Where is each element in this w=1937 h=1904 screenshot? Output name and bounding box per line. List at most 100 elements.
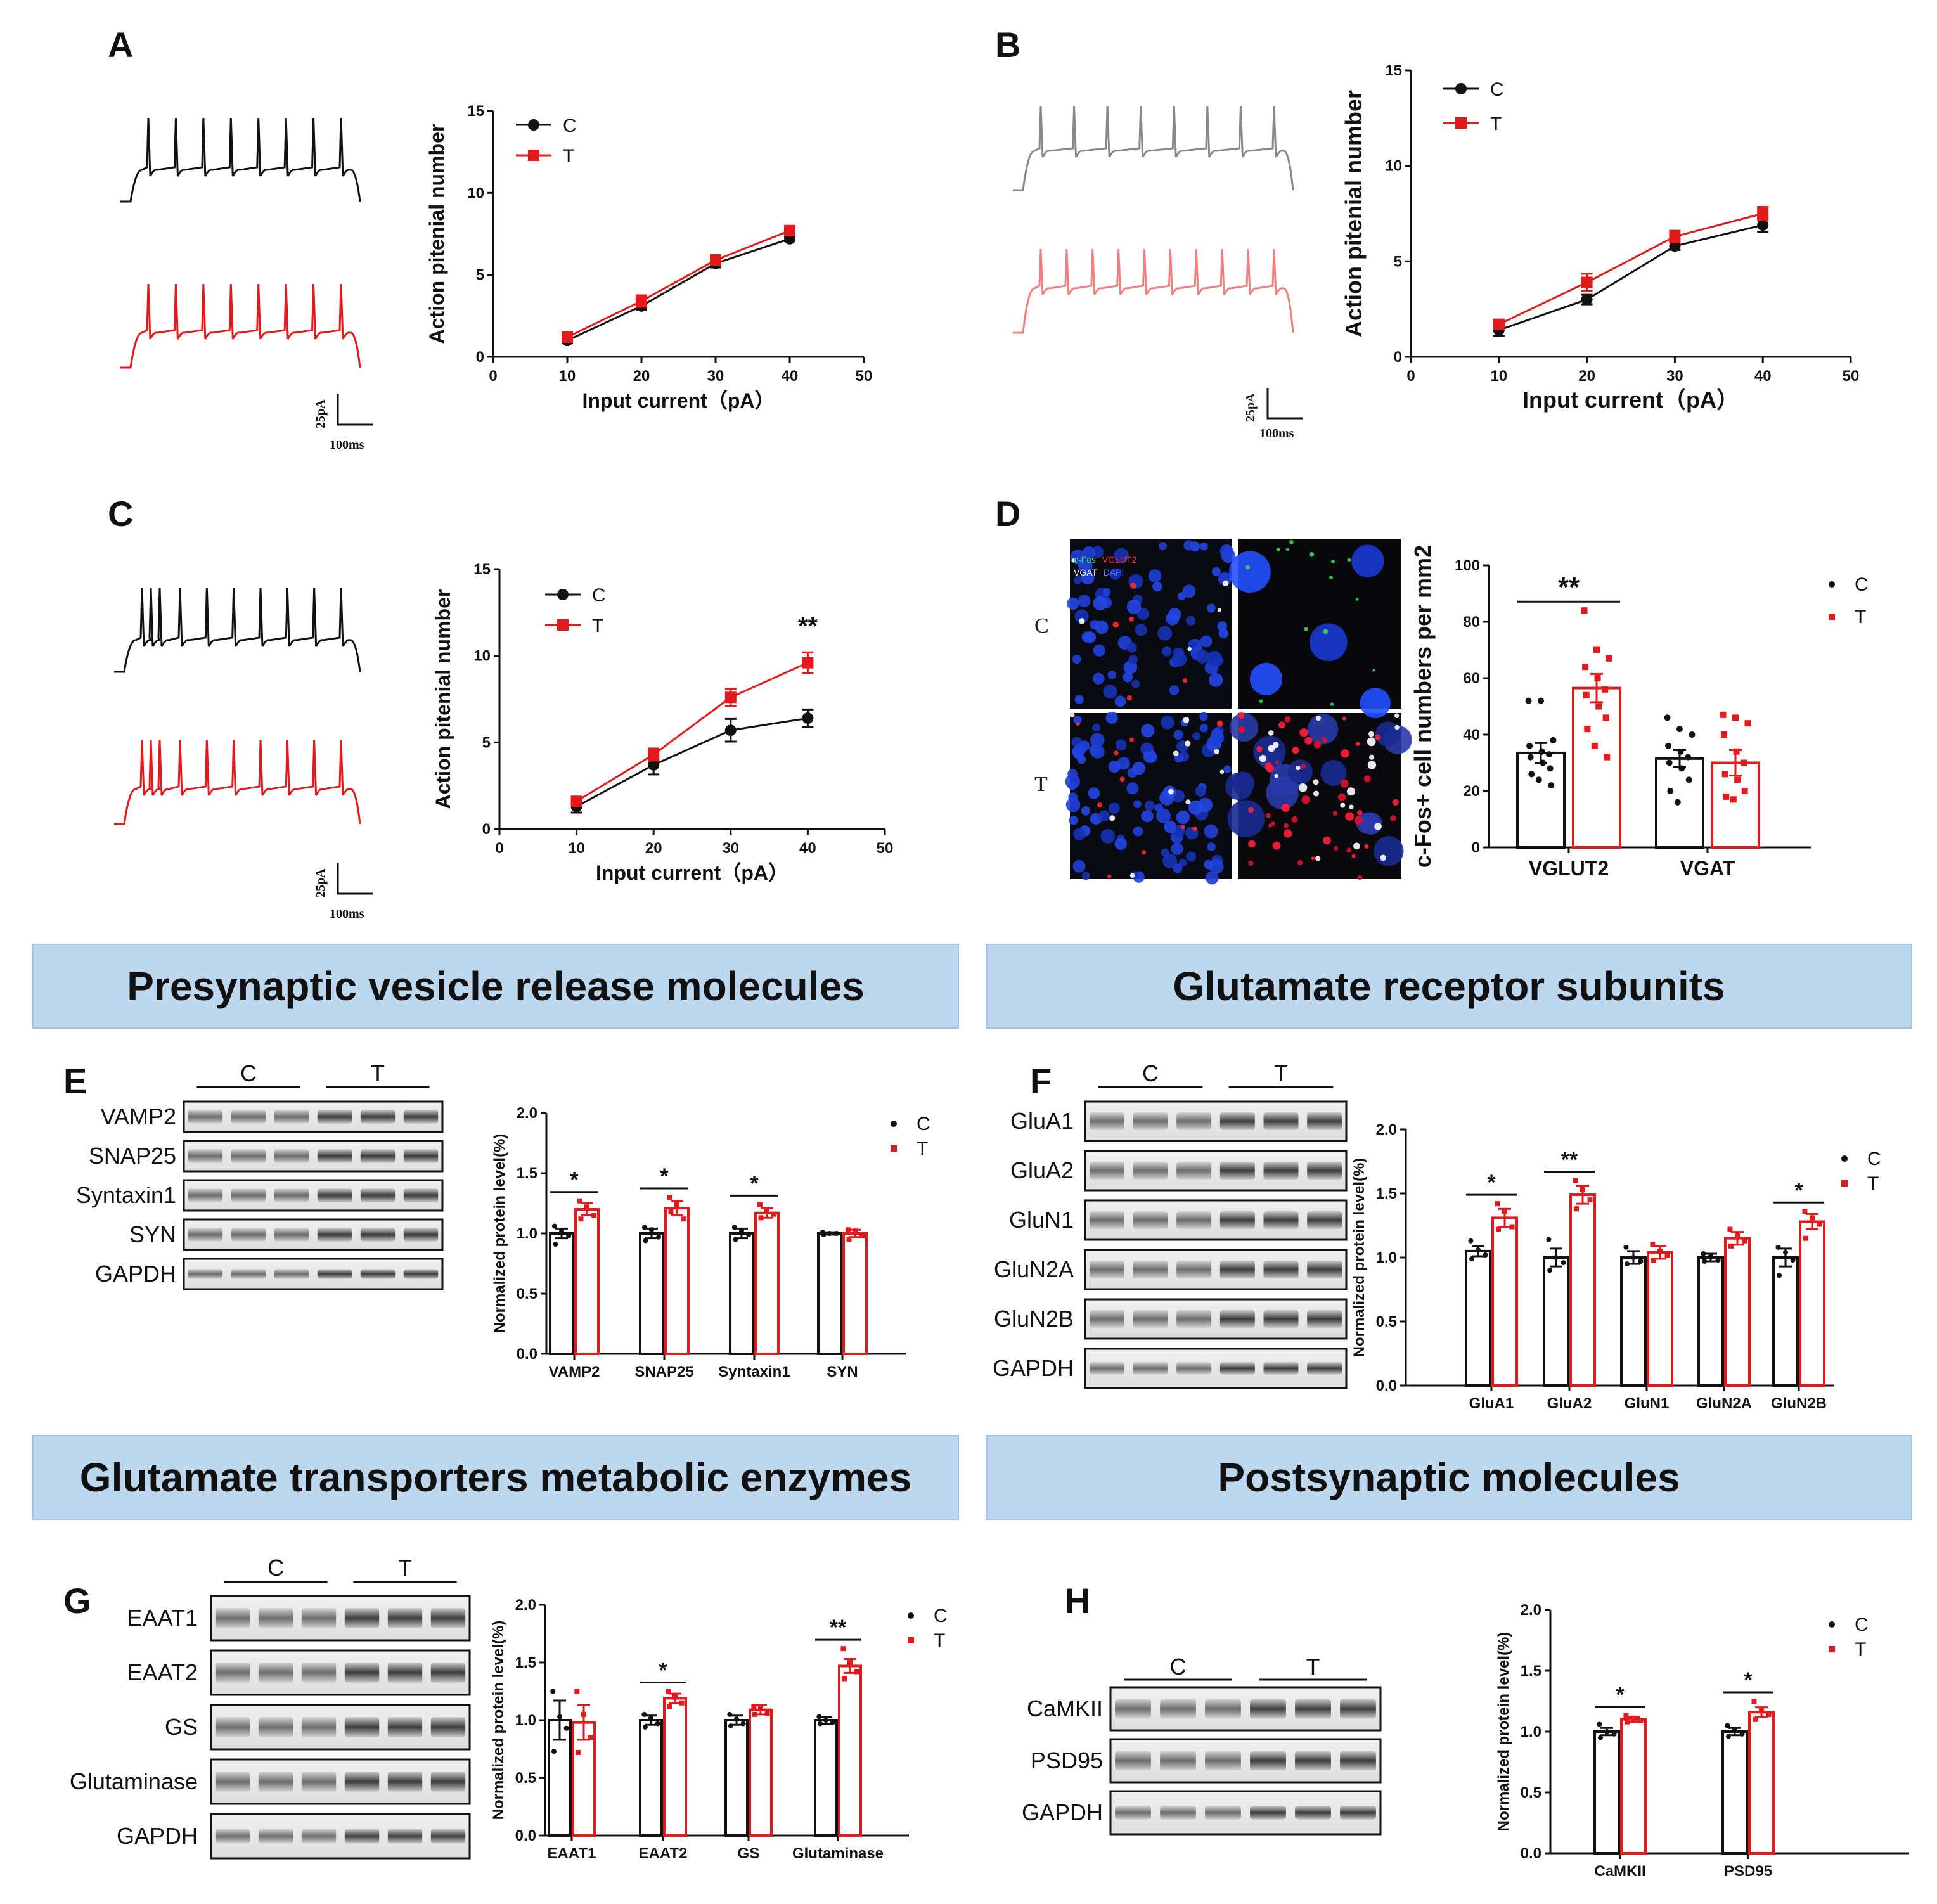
vglut2-dot (1265, 762, 1273, 770)
stain-dapi: DAPI (1104, 567, 1124, 577)
vglut2-dot (1256, 745, 1263, 752)
x-tick-label-a: 10 (559, 368, 576, 385)
data-point-d (1548, 782, 1555, 789)
data-point-f (1650, 1242, 1656, 1247)
data-point-e (859, 1233, 865, 1238)
blot-band (215, 1717, 250, 1737)
dapi-nucleus (1183, 540, 1194, 551)
blot-row-label-e: VAMP2 (101, 1103, 176, 1129)
x-axis-title-b: Input current（pA） (1522, 387, 1739, 413)
vglut2-dot (1272, 841, 1281, 850)
data-point-g (764, 1711, 770, 1716)
vglut2-dot (1299, 728, 1308, 737)
x-tick-label-b: 40 (1754, 368, 1772, 385)
data-point-a-t (710, 254, 721, 266)
blot-band (1133, 1211, 1168, 1229)
data-point-d (1535, 776, 1542, 783)
data-point-e (746, 1232, 752, 1237)
dapi-nucleus-zoom (1287, 759, 1313, 785)
data-point-f (1727, 1226, 1733, 1232)
blot-strip-f-glun2a (1084, 1249, 1348, 1290)
bar-h-camkii-c (1593, 1730, 1620, 1855)
blot-strip-f-glua2 (1084, 1150, 1348, 1192)
data-point-d (1674, 799, 1681, 806)
series-line-b-c (1498, 224, 1763, 331)
marker-dot (1192, 826, 1197, 832)
data-point-f (1708, 1253, 1713, 1259)
dapi-nucleus (1081, 571, 1095, 585)
marker-dot (1109, 815, 1116, 821)
bar-d-vglut2-t (1572, 686, 1621, 849)
data-point-d (1732, 714, 1739, 721)
blot-band (1133, 1162, 1168, 1180)
scale-bar-time-label-c: 100ms (330, 907, 364, 921)
data-point-f (1638, 1259, 1644, 1264)
blot-band (317, 1228, 352, 1242)
dapi-nucleus (1195, 650, 1210, 664)
vglut2-dot (1284, 716, 1291, 723)
blot-band (274, 1269, 309, 1279)
dapi-nucleus (1206, 603, 1216, 613)
marker-dot (1107, 874, 1112, 879)
legend-label-f: C (1867, 1148, 1881, 1169)
data-point-g (574, 1689, 580, 1694)
section-header-transporters: Glutamate transporters metabolic enzymes (32, 1435, 959, 1520)
vglut2-dot (1284, 829, 1292, 838)
data-point-c-c (724, 724, 737, 737)
bar-h-psd95-c (1721, 1730, 1748, 1855)
blot-strip-e-gapdh (183, 1258, 444, 1290)
data-point-e (667, 1195, 672, 1200)
x-tick-label-c: 50 (877, 840, 894, 857)
category-label-e: SNAP25 (634, 1363, 693, 1380)
data-point-f (1802, 1209, 1808, 1214)
blot-band (1205, 1806, 1241, 1820)
data-point-d (1538, 697, 1544, 704)
vglut2-dot (1268, 730, 1274, 736)
trace-b-control (1013, 106, 1294, 191)
chart-a: 0 5 10 15 0 10 20 30 40 50 Input current（pA） Action… (425, 103, 872, 412)
vglut2-dot (1341, 749, 1349, 758)
legend-marker-a (528, 150, 539, 161)
y-tick-label-e: 1.0 (517, 1225, 537, 1242)
data-point-d (1685, 754, 1692, 761)
data-point-d (1720, 711, 1727, 718)
dapi-nucleus-zoom (1266, 776, 1299, 810)
blot-band (1160, 1699, 1196, 1719)
blot-band (1340, 1751, 1376, 1771)
vglut2-dot (1363, 775, 1371, 783)
significance-label-c: ** (798, 612, 818, 640)
data-point-g (734, 1716, 739, 1722)
trace-c-treated (114, 740, 361, 825)
vglut2-dot (1346, 787, 1355, 796)
dapi-nucleus (1218, 628, 1229, 639)
bar-g-glutaminase-c (814, 1719, 838, 1837)
y-tick-label-a: 0 (476, 349, 484, 366)
legend-label-f: T (1867, 1173, 1879, 1194)
data-point-d (1734, 776, 1741, 783)
data-point-g (840, 1646, 846, 1652)
data-point-h (1611, 1731, 1617, 1737)
data-point-g (648, 1715, 653, 1721)
vglut2-dot (1368, 731, 1374, 737)
data-point-d (1602, 686, 1609, 693)
dapi-nucleus (1114, 837, 1128, 850)
y-tick-label-g: 2.0 (515, 1597, 536, 1614)
dapi-nucleus-zoom (1308, 714, 1339, 745)
data-point-b-t (1493, 318, 1505, 330)
dapi-nucleus (1109, 568, 1121, 580)
dapi-nucleus (1126, 600, 1142, 614)
dapi-nucleus (1133, 826, 1143, 837)
data-point-f (1657, 1248, 1663, 1254)
data-point-g (679, 1700, 685, 1706)
blot-band (1295, 1806, 1331, 1820)
blot-h: C T CaMKII PSD95 GAPDH (1022, 1654, 1382, 1836)
marker-dot (1071, 558, 1076, 563)
data-point-g (563, 1725, 569, 1731)
data-point-d (1677, 748, 1684, 755)
blot-band (403, 1228, 439, 1242)
data-point-g (841, 1676, 847, 1682)
blot-band (188, 1269, 223, 1279)
data-point-g (751, 1704, 757, 1709)
significance-label-g: * (659, 1659, 667, 1683)
marker-dot (1168, 788, 1174, 795)
